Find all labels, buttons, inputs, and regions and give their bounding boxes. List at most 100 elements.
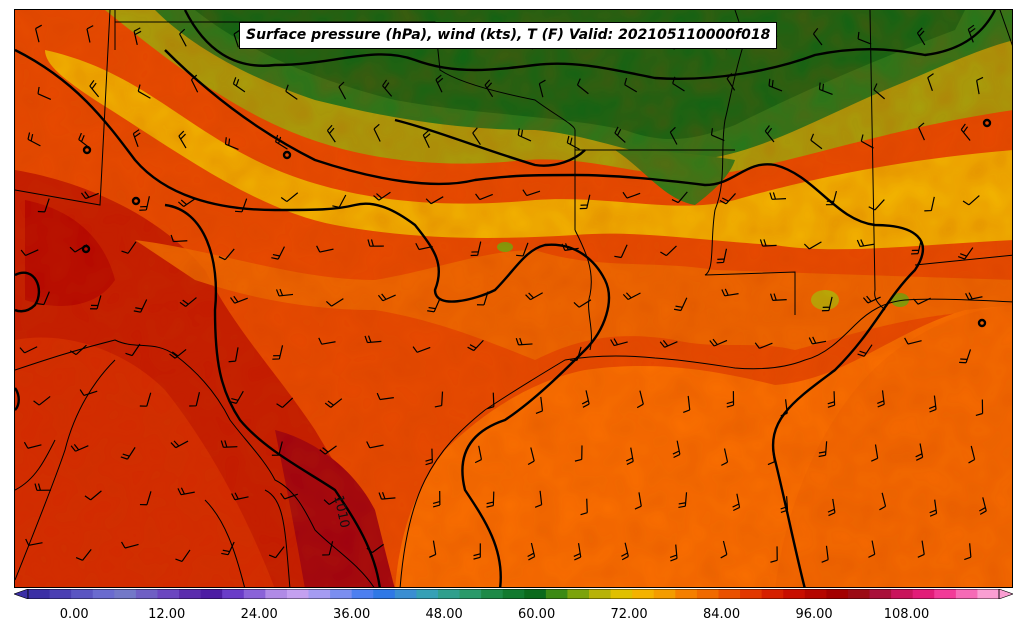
wind-barb — [821, 296, 833, 312]
wind-barb — [367, 239, 384, 247]
wind-barb — [911, 239, 922, 255]
colorbar-segment — [437, 589, 461, 599]
wind-barb — [89, 80, 100, 98]
wind-barb — [280, 492, 298, 500]
wind-barb — [721, 288, 739, 297]
wind-barb — [673, 297, 688, 312]
wind-barb — [276, 397, 294, 408]
wind-barb — [614, 244, 628, 259]
wind-barb — [86, 25, 94, 43]
wind-barb — [566, 135, 580, 150]
wind-barb — [467, 339, 484, 352]
colorbar-tick-label: 24.00 — [240, 607, 278, 622]
wind-barb — [425, 448, 433, 466]
colorbar-segment — [351, 589, 374, 599]
wind-barb — [274, 134, 288, 150]
wind-barb — [573, 299, 592, 308]
wind-barb — [474, 445, 483, 464]
colorbar-tick-label: 0.00 — [59, 607, 89, 622]
wind-barb — [636, 390, 644, 409]
wind-barb — [959, 349, 972, 364]
colorbar-extend-high — [998, 589, 1013, 599]
wind-barb — [818, 82, 833, 95]
wind-barb — [669, 544, 678, 562]
colorbar-segment — [847, 589, 871, 599]
wind-barb — [719, 193, 736, 205]
wind-barb — [621, 542, 629, 561]
wind-barb — [234, 198, 248, 213]
wind-barb — [614, 126, 626, 143]
wind-barb — [860, 134, 874, 149]
wind-barb — [231, 492, 249, 501]
wind-barb — [975, 399, 984, 416]
wind-barb — [660, 245, 677, 257]
wind-barb — [189, 392, 201, 407]
wind-barb — [373, 123, 381, 142]
wind-barb — [326, 124, 336, 143]
wind-barb — [534, 490, 543, 508]
wind-barb — [325, 298, 344, 307]
wind-barb — [967, 24, 976, 43]
colorbar-segment — [416, 589, 439, 599]
wind-barb — [517, 128, 532, 142]
colorbar-segment — [524, 589, 547, 599]
wind-barb — [169, 348, 187, 359]
wind-barb — [427, 298, 441, 313]
wind-barb — [683, 395, 691, 413]
colorbar-extend-low — [14, 589, 29, 599]
wind-barb — [432, 491, 441, 508]
wind-barb — [366, 441, 384, 449]
colorbar-tick-label: 36.00 — [333, 607, 371, 622]
colorbar-tick-label: 60.00 — [518, 607, 556, 622]
wind-barb — [976, 76, 984, 95]
colorbar-segment — [502, 589, 525, 599]
wind-barb — [768, 78, 783, 92]
wind-barb — [20, 249, 39, 257]
wind-barb — [486, 392, 495, 410]
wind-barb — [516, 242, 529, 257]
wind-barb — [780, 399, 788, 417]
wind-barb — [415, 242, 433, 251]
wind-barb — [754, 342, 773, 349]
wind-barb — [285, 84, 298, 100]
wind-barb — [709, 338, 728, 347]
wind-barb — [271, 246, 285, 260]
wind-barb — [69, 244, 88, 253]
wind-barb — [767, 447, 775, 466]
colorbar-segment — [373, 589, 396, 599]
wind-barb — [720, 540, 728, 559]
wind-barb — [378, 492, 396, 500]
isobars — [15, 10, 997, 587]
wind-barb — [810, 133, 823, 150]
wind-barb — [133, 299, 148, 313]
map-title: Surface pressure (hPa), wind (kts), T (F… — [239, 22, 778, 49]
wind-barb — [957, 247, 974, 260]
wind-barb — [868, 199, 885, 211]
colorbar-segment — [869, 589, 892, 599]
wind-barb — [382, 79, 393, 97]
wind-barb — [271, 441, 283, 456]
colorbar-segment — [610, 589, 633, 599]
colorbar-segment — [92, 589, 115, 599]
wind-barb — [928, 395, 937, 413]
wind-barb — [827, 498, 836, 517]
wind-barb — [133, 27, 142, 45]
colorbar-segment — [200, 589, 223, 599]
wind-barb — [573, 543, 582, 561]
colorbar-segment — [459, 589, 482, 599]
wind-barb — [857, 344, 873, 357]
wind-barb — [275, 288, 294, 297]
wind-barb — [221, 541, 235, 556]
wind-barb — [561, 243, 579, 251]
wind-barb — [721, 448, 729, 466]
wind-barb — [732, 493, 741, 512]
colorbar-segment — [934, 589, 957, 599]
wind-barb — [338, 81, 347, 100]
wind-barb — [79, 389, 98, 396]
wind-barb — [486, 491, 495, 508]
texture-overlay — [15, 10, 1012, 587]
colorbar-segment — [481, 589, 504, 599]
wind-barb — [821, 545, 829, 563]
wind-barb — [904, 337, 922, 345]
colorbar-segment — [286, 589, 310, 599]
